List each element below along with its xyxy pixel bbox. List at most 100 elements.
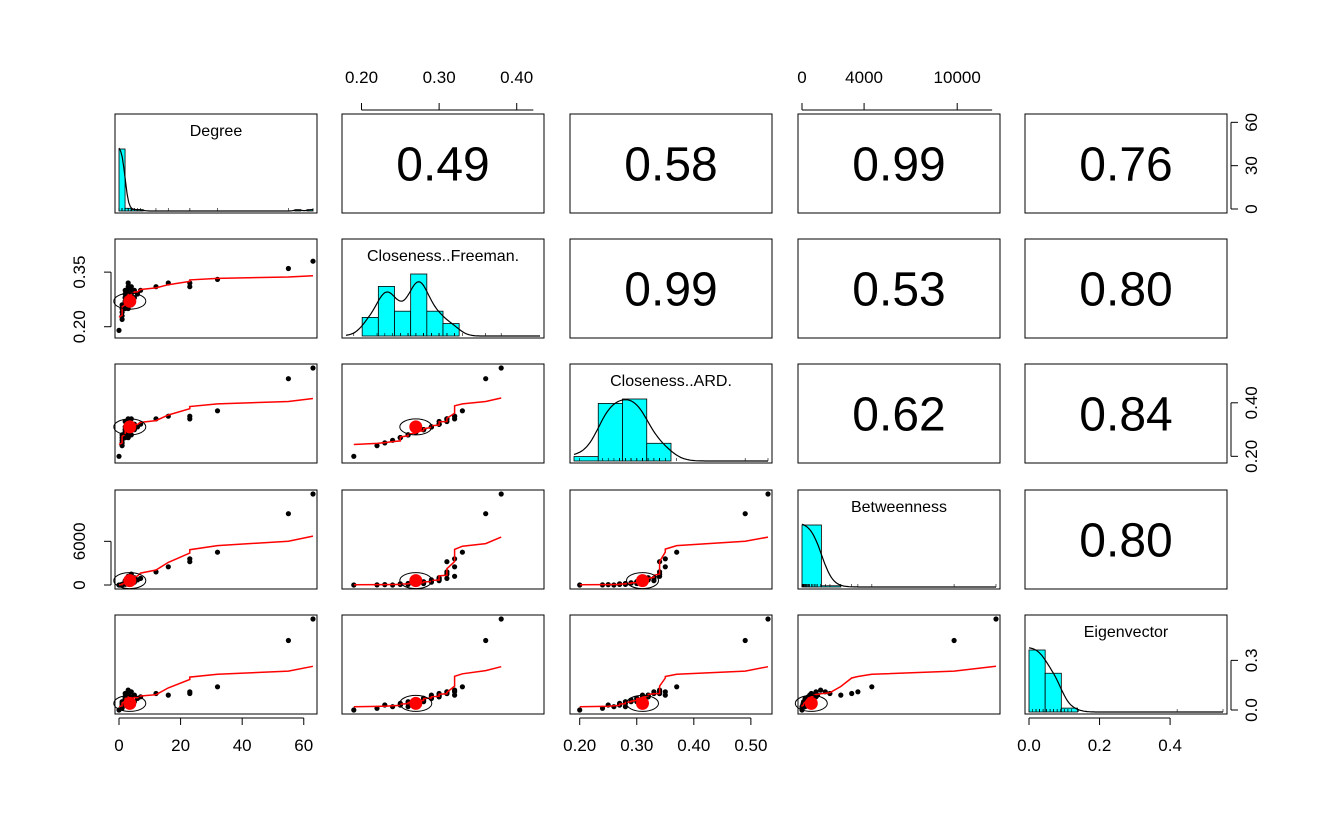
scatter-panel-r2-c1 (351, 365, 504, 459)
scatter-point-r3-c2-33 (674, 549, 680, 555)
correlation-ellipse-r3-c2 (626, 572, 659, 590)
scatter-point-r3-c0-32 (187, 556, 193, 562)
scatter-point-r3-c1-34 (483, 511, 489, 517)
histogram-bar-eigenvector-0 (1028, 649, 1046, 713)
scatter-panel-r3-c2 (577, 491, 771, 590)
scatter-point-r4-c0-22 (128, 689, 134, 695)
smooth-line-r4-c3 (801, 665, 997, 707)
panel-box-r2-c4 (1024, 363, 1228, 464)
histogram-bar-eigenvector-1 (1044, 672, 1062, 713)
scatter-point-r4-c2-0 (577, 707, 583, 713)
histogram-bar-closeness-freeman-1 (361, 316, 379, 337)
panel-box-r3-c1 (341, 489, 545, 590)
scatter-point-r4-c3-31 (849, 690, 855, 697)
correlation-ellipse-r4-c0 (113, 694, 147, 712)
scatter-point-r2-c0-34 (285, 376, 291, 382)
panel-box-r4-c0 (114, 614, 318, 715)
scatter-point-r4-c1-0 (351, 707, 357, 713)
panel-box-r2-c1 (341, 363, 545, 464)
histogram-bar-closeness-ard-3 (646, 442, 672, 462)
correlation-value-r3-c4: 0.80 (1079, 515, 1172, 568)
panel-box-r1-c0 (114, 238, 318, 339)
scatter-point-r4-c1-33 (459, 684, 465, 690)
scatter-point-r4-c0-33 (214, 684, 221, 690)
scatter-point-r4-c1-32 (452, 689, 458, 695)
scatter-point-r3-c2-35 (765, 491, 771, 497)
panel-box-r2-c0 (114, 363, 318, 464)
correlation-ellipse-r4-c2 (626, 694, 659, 712)
tick-label-top-betweenness-2: 10000 (934, 68, 981, 87)
variable-name-betweenness: Betweenness (851, 499, 947, 516)
scatter-panel-r4-c2 (577, 616, 771, 713)
smooth-line-r3-c2 (579, 536, 769, 586)
smooth-line-r3-c1 (353, 536, 502, 586)
scatter-point-r3-c0-35 (310, 491, 316, 497)
correlation-ellipse-r3-c0 (113, 572, 147, 590)
correlation-value-r1-c3: 0.53 (852, 264, 945, 317)
variable-name-eigenvector: Eigenvector (1084, 624, 1169, 641)
smooth-line-r3-c0 (118, 535, 314, 586)
histogram-bar-closeness-ard-0 (573, 456, 599, 462)
scatter-point-r1-c0-31 (187, 284, 193, 290)
tick-label-left-betweenness-1: 6000 (70, 522, 89, 560)
tick-label-bottom-closeness-ard-0: 0.20 (563, 736, 596, 755)
mean-point-r3-c0 (123, 574, 137, 588)
panel-box-r1-c1 (341, 238, 545, 339)
density-curve-closeness-ard (573, 399, 768, 462)
mean-point-r4-c2 (636, 696, 649, 710)
scatter-point-r3-c0-30 (165, 564, 171, 570)
scatter-point-r4-c0-30 (165, 692, 171, 698)
tick-label-top-betweenness-1: 4000 (845, 68, 883, 87)
panel-box-r4-c4 (1024, 614, 1228, 715)
histogram-bar-eigenvector-2 (1060, 707, 1078, 713)
histogram-bar-closeness-freeman-5 (426, 310, 444, 337)
histogram-bar-closeness-ard-1 (597, 403, 623, 462)
scatter-point-r1-c0-2 (119, 316, 125, 322)
scatter-point-r3-c0-28 (138, 575, 144, 582)
histogram-bar-betweenness-0 (801, 524, 822, 588)
scatter-point-r3-c1-33 (459, 549, 465, 555)
tick-label-bottom-degree-1: 20 (171, 736, 190, 755)
scatter-point-r4-c3-33 (869, 684, 875, 690)
tick-label-right-closeness-ard-1: 0.40 (1242, 386, 1261, 419)
correlation-value-r2-c4: 0.84 (1079, 389, 1172, 442)
correlation-ellipse-r4-c3 (794, 694, 828, 712)
correlation-ellipse-r2-c1 (399, 418, 433, 436)
panel-box-r3-c2 (569, 489, 773, 590)
scatter-panel-r3-c0 (113, 491, 316, 590)
tick-label-bottom-degree-2: 40 (233, 736, 252, 755)
scatter-panel-r1-c0 (113, 258, 316, 333)
scatter-point-r3-c0-34 (285, 511, 291, 517)
tick-label-top-closeness-freeman-2: 0.40 (500, 68, 533, 87)
scatter-point-r4-c2-32 (662, 689, 668, 695)
scatter-point-r1-c0-19 (125, 280, 131, 286)
correlation-value-r0-c2: 0.58 (624, 139, 717, 192)
mean-point-r1-c0 (123, 294, 137, 308)
scatter-point-r4-c0-32 (187, 689, 193, 695)
tick-label-bottom-closeness-ard-2: 0.40 (677, 736, 710, 755)
scatter-point-r2-c1-2 (374, 443, 380, 449)
tick-label-top-closeness-freeman-0: 0.20 (345, 68, 378, 87)
scatter-panel-r2-c0 (113, 365, 316, 459)
scatter-point-r4-c0-35 (310, 616, 316, 622)
panel-box-r3-c4 (1024, 489, 1228, 590)
panel-box-r4-c3 (797, 614, 1001, 715)
density-curve-degree (118, 147, 314, 212)
tick-label-bottom-eigenvector-2: 0.4 (1158, 736, 1182, 755)
scatter-point-r1-c0-22 (128, 284, 134, 290)
histogram-bar-closeness-ard-2 (622, 398, 648, 462)
mean-point-r3-c1 (409, 574, 423, 588)
scatter-point-r4-c0-34 (285, 637, 291, 644)
tick-label-top-betweenness-0: 0 (797, 68, 806, 87)
scatter-point-r3-c1-35 (498, 491, 504, 497)
scatter-point-r2-c0-35 (310, 365, 316, 371)
panel-box-r0-c2 (569, 113, 773, 214)
tick-label-right-degree-2: 60 (1242, 113, 1261, 132)
scatter-point-r2-c1-33 (459, 408, 465, 414)
correlation-value-r0-c1: 0.49 (396, 139, 489, 192)
correlation-value-r1-c2: 0.99 (624, 264, 717, 317)
correlation-value-r1-c4: 0.80 (1079, 264, 1172, 317)
scatter-panel-r4-c1 (351, 616, 504, 713)
tick-label-bottom-degree-0: 0 (114, 736, 123, 755)
variable-name-closeness-ard: Closeness..ARD. (610, 373, 732, 390)
